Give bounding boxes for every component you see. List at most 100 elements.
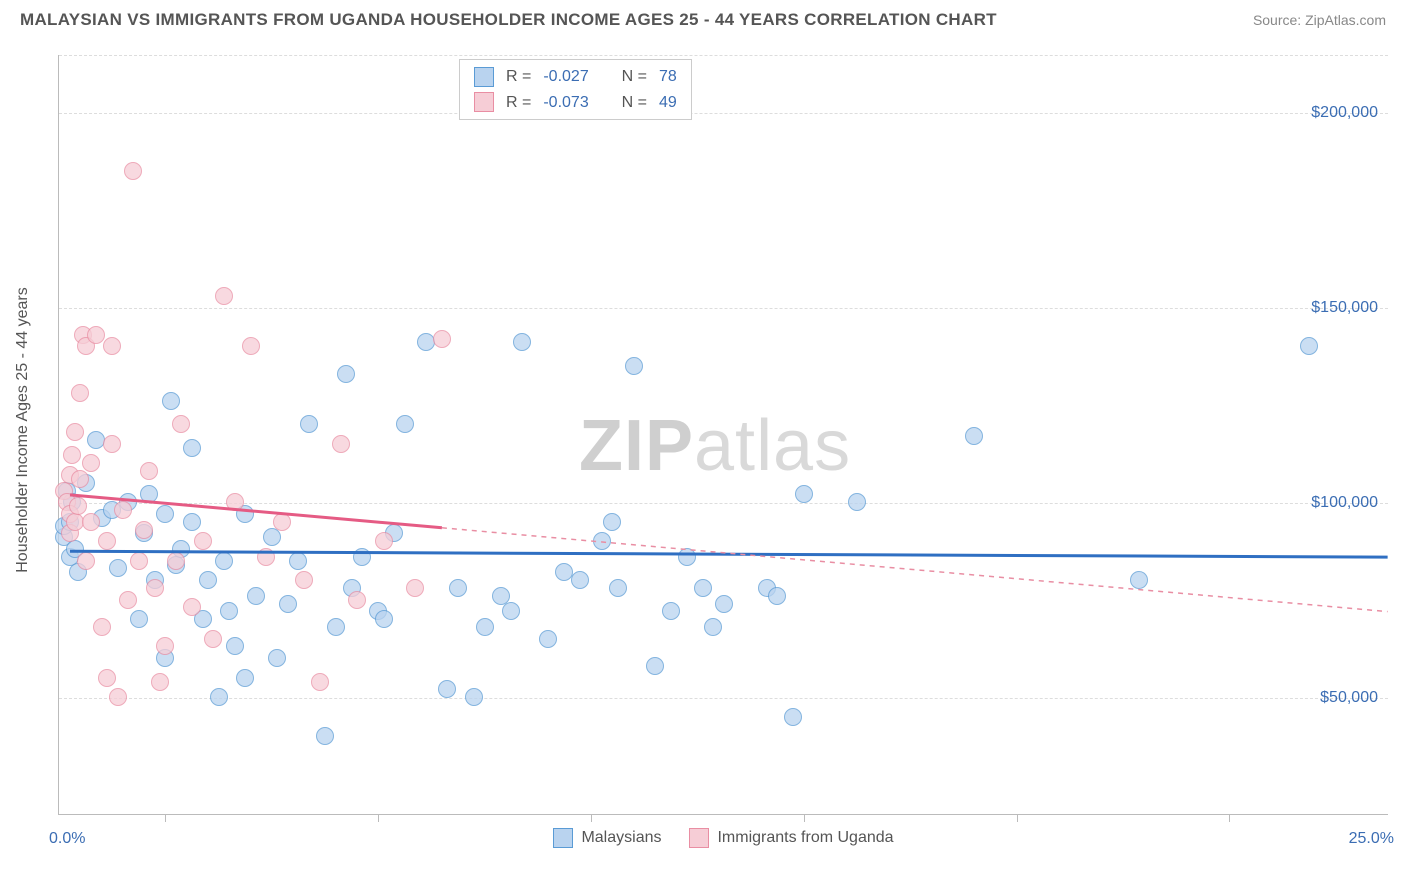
scatter-point: [784, 708, 802, 726]
scatter-point: [571, 571, 589, 589]
gridline: [59, 698, 1388, 699]
x-tick: [165, 814, 166, 822]
scatter-point: [114, 501, 132, 519]
scatter-point: [103, 337, 121, 355]
gridline: [59, 308, 1388, 309]
scatter-point: [465, 688, 483, 706]
scatter-point: [704, 618, 722, 636]
scatter-point: [795, 485, 813, 503]
scatter-point: [183, 513, 201, 531]
scatter-point: [71, 470, 89, 488]
scatter-point: [332, 435, 350, 453]
chart-title: MALAYSIAN VS IMMIGRANTS FROM UGANDA HOUS…: [20, 10, 997, 30]
r-value-1: -0.027: [543, 64, 588, 90]
legend-item-1: Malaysians: [553, 828, 661, 848]
y-tick-label: $50,000: [1320, 689, 1378, 707]
gridline: [59, 55, 1388, 56]
scatter-point: [513, 333, 531, 351]
watermark-bold: ZIP: [579, 406, 694, 486]
scatter-point: [109, 688, 127, 706]
legend-bottom: Malaysians Immigrants from Uganda: [59, 828, 1388, 848]
scatter-point: [406, 579, 424, 597]
scatter-point: [82, 454, 100, 472]
scatter-point: [449, 579, 467, 597]
scatter-point: [396, 415, 414, 433]
scatter-point: [476, 618, 494, 636]
scatter-point: [135, 521, 153, 539]
scatter-point: [279, 595, 297, 613]
scatter-point: [289, 552, 307, 570]
scatter-point: [156, 637, 174, 655]
scatter-point: [130, 552, 148, 570]
swatch-legend-2: [689, 828, 709, 848]
n-value-2: 49: [659, 90, 677, 116]
scatter-point: [109, 559, 127, 577]
scatter-point: [625, 357, 643, 375]
n-value-1: 78: [659, 64, 677, 90]
scatter-point: [438, 680, 456, 698]
watermark: ZIPatlas: [579, 405, 851, 487]
scatter-point: [124, 162, 142, 180]
scatter-point: [678, 548, 696, 566]
scatter-point: [242, 337, 260, 355]
chart-header: MALAYSIAN VS IMMIGRANTS FROM UGANDA HOUS…: [0, 0, 1406, 36]
scatter-point: [210, 688, 228, 706]
legend-label-1: Malaysians: [581, 829, 661, 847]
scatter-point: [172, 415, 190, 433]
scatter-point: [273, 513, 291, 531]
n-label-1: N =: [622, 64, 647, 90]
swatch-series-2: [474, 92, 494, 112]
scatter-point: [247, 587, 265, 605]
scatter-point: [103, 435, 121, 453]
scatter-point: [662, 602, 680, 620]
scatter-point: [194, 532, 212, 550]
x-min-label: 0.0%: [49, 830, 85, 848]
scatter-point: [694, 579, 712, 597]
scatter-point: [433, 330, 451, 348]
scatter-point: [220, 602, 238, 620]
gridline: [59, 113, 1388, 114]
scatter-point: [151, 673, 169, 691]
scatter-point: [593, 532, 611, 550]
n-label-2: N =: [622, 90, 647, 116]
x-tick: [1229, 814, 1230, 822]
y-tick-label: $200,000: [1311, 104, 1378, 122]
scatter-point: [140, 462, 158, 480]
scatter-point: [93, 618, 111, 636]
scatter-point: [167, 552, 185, 570]
scatter-point: [327, 618, 345, 636]
scatter-point: [263, 528, 281, 546]
scatter-point: [337, 365, 355, 383]
scatter-point: [348, 591, 366, 609]
scatter-point: [77, 552, 95, 570]
scatter-point: [848, 493, 866, 511]
scatter-point: [146, 579, 164, 597]
scatter-point: [353, 548, 371, 566]
scatter-point: [609, 579, 627, 597]
scatter-point: [183, 439, 201, 457]
swatch-legend-1: [553, 828, 573, 848]
trend-lines: [59, 55, 1388, 814]
scatter-point: [130, 610, 148, 628]
swatch-series-1: [474, 67, 494, 87]
stats-row-2: R = -0.073 N = 49: [474, 90, 677, 116]
scatter-point: [1300, 337, 1318, 355]
scatter-point: [156, 505, 174, 523]
scatter-point: [715, 595, 733, 613]
scatter-point: [140, 485, 158, 503]
x-tick: [591, 814, 592, 822]
stats-legend-box: R = -0.027 N = 78 R = -0.073 N = 49: [459, 59, 692, 120]
scatter-point: [965, 427, 983, 445]
scatter-point: [316, 727, 334, 745]
scatter-point: [199, 571, 217, 589]
scatter-point: [82, 513, 100, 531]
scatter-point: [502, 602, 520, 620]
gridline: [59, 503, 1388, 504]
scatter-point: [375, 532, 393, 550]
y-tick-label: $150,000: [1311, 299, 1378, 317]
scatter-point: [300, 415, 318, 433]
scatter-point: [119, 591, 137, 609]
scatter-point: [311, 673, 329, 691]
scatter-point: [295, 571, 313, 589]
scatter-point: [98, 532, 116, 550]
